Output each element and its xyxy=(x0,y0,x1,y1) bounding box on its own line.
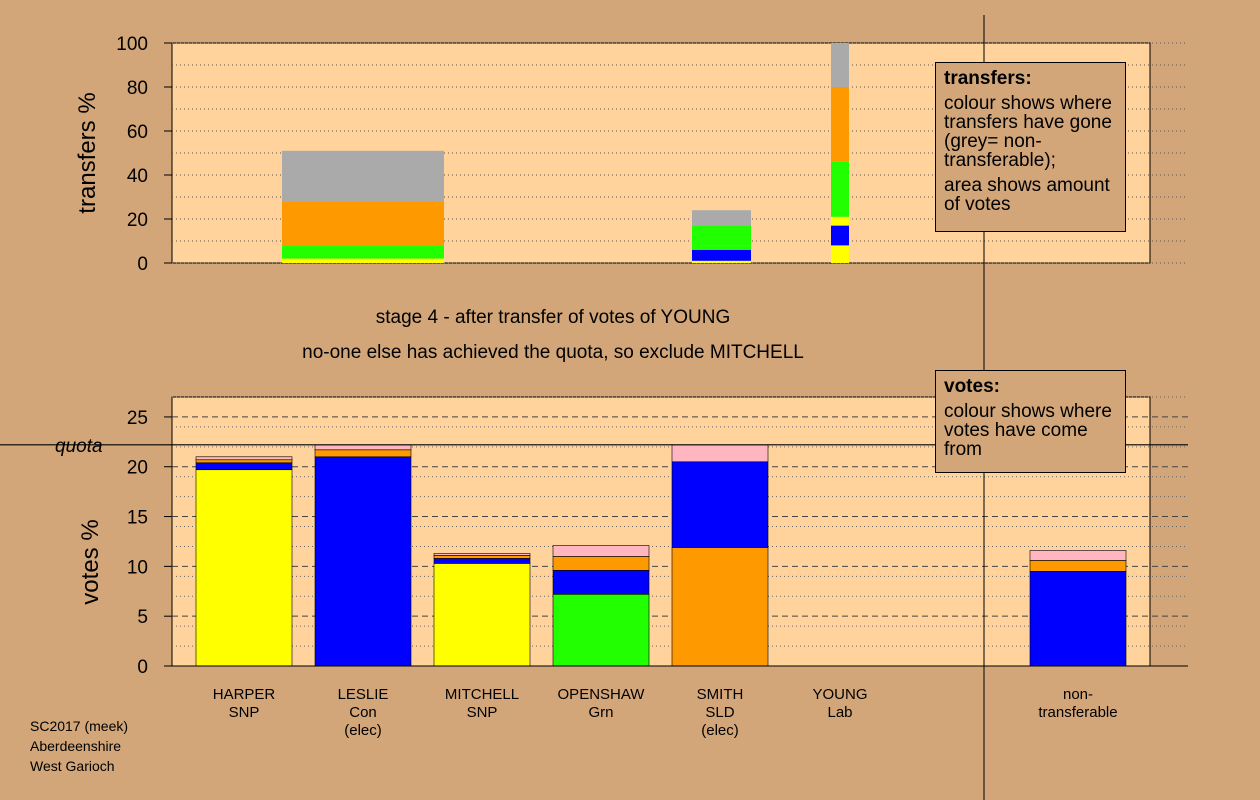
transfers-bar-segment xyxy=(831,43,849,87)
votes-bar-segment xyxy=(1029,571,1127,667)
stage-text: stage 4 - after transfer of votes of YOU… xyxy=(376,307,730,328)
votes-y-tick-label: 15 xyxy=(127,508,148,529)
votes-bar-segment xyxy=(195,469,293,667)
votes-bar-segment xyxy=(552,545,650,557)
votes-bar-segment xyxy=(195,462,293,471)
transfers-y-tick-label: 40 xyxy=(127,166,148,187)
votes-bar-segment xyxy=(552,570,650,595)
transfers-bar-segment xyxy=(692,210,751,226)
transfers-legend-title: transfers: xyxy=(944,68,1032,89)
candidate-label: HARPER xyxy=(213,686,276,703)
votes-bar-segment xyxy=(671,547,769,667)
transfers-bar-segment xyxy=(831,87,849,162)
transfers-bar-segment xyxy=(831,245,849,263)
transfers-bar-segment xyxy=(692,260,751,263)
transfers-y-tick-label: 60 xyxy=(127,122,148,143)
transfers-bar-segment xyxy=(831,225,849,246)
footer: SC2017 (meek) Aberdeenshire West Garioch xyxy=(30,716,128,776)
votes-bar-segment xyxy=(433,563,531,667)
votes-bar-segment xyxy=(314,449,412,458)
votes-y-tick-label: 10 xyxy=(127,557,148,578)
candidate-label: LESLIE xyxy=(338,686,389,703)
transfers-legend-area-text: area shows amount of votes xyxy=(944,175,1110,215)
footer-ward: West Garioch xyxy=(30,758,115,774)
transfers-bar-segment xyxy=(831,161,849,217)
votes-bar-segment xyxy=(314,444,412,451)
votes-bar-segment xyxy=(433,558,531,564)
candidate-label: OPENSHAW xyxy=(558,686,646,703)
votes-bar-segment xyxy=(552,556,650,571)
transfers-bar-segment xyxy=(831,216,849,226)
quota-label: quota xyxy=(55,436,103,457)
transfers-y-tick-label: 0 xyxy=(137,254,148,275)
transfers-bar-segment xyxy=(282,245,444,259)
votes-bar-segment xyxy=(671,461,769,548)
footer-election: SC2017 (meek) xyxy=(30,718,129,734)
transfers-y-axis-label: transfers % xyxy=(74,92,101,213)
votes-y-tick-label: 20 xyxy=(127,458,148,479)
action-text: no-one else has achieved the quota, so e… xyxy=(302,342,804,363)
votes-legend-title: votes: xyxy=(944,376,1000,397)
transfers-y-tick-label: 80 xyxy=(127,78,148,99)
votes-y-tick-label: 0 xyxy=(137,657,148,678)
votes-y-axis-label: votes % xyxy=(77,519,104,604)
candidate-label: YOUNG xyxy=(812,686,867,703)
votes-legend-text: colour shows where votes have come from xyxy=(944,401,1112,460)
transfers-bar-segment xyxy=(282,150,444,202)
transfers-y-tick-label: 20 xyxy=(127,210,148,231)
candidate-label: SMITH xyxy=(697,686,744,703)
transfers-legend-colour-text: colour shows where transfers have gone (… xyxy=(944,93,1112,171)
votes-y-tick-label: 5 xyxy=(137,607,148,628)
votes-bar-segment xyxy=(433,553,531,556)
candidate-label: Grn xyxy=(588,704,613,721)
votes-bar-segment xyxy=(1029,550,1127,561)
candidate-label: SLD xyxy=(705,704,734,721)
votes-bar-segment xyxy=(552,593,650,667)
votes-bar-segment xyxy=(671,444,769,463)
votes-bar-segment xyxy=(195,459,293,464)
transfers-bar-segment xyxy=(692,249,751,261)
votes-bar-segment xyxy=(195,456,293,461)
transfers-bar-segment xyxy=(692,225,751,246)
candidate-label: non- xyxy=(1063,686,1093,703)
candidate-label: SNP xyxy=(229,704,260,721)
votes-bar-segment xyxy=(433,555,531,559)
votes-bar-segment xyxy=(1029,560,1127,572)
footer-council: Aberdeenshire xyxy=(30,738,122,754)
transfers-bar-segment xyxy=(282,258,444,263)
transfers-bar-segment xyxy=(692,245,751,250)
transfers-legend: transfers: colour shows where transfers … xyxy=(935,62,1126,232)
candidate-label: (elec) xyxy=(701,722,739,739)
candidate-label: Lab xyxy=(827,704,852,721)
votes-legend: votes: colour shows where votes have com… xyxy=(935,370,1126,473)
votes-y-tick-label: 25 xyxy=(127,408,148,429)
transfers-y-tick-label: 100 xyxy=(116,34,148,55)
candidate-label: SNP xyxy=(467,704,498,721)
candidate-label: transferable xyxy=(1038,704,1117,721)
candidate-label: (elec) xyxy=(344,722,382,739)
votes-bar-segment xyxy=(314,456,412,667)
candidate-label: MITCHELL xyxy=(445,686,519,703)
transfers-bar-segment xyxy=(282,201,444,246)
candidate-label: Con xyxy=(349,704,377,721)
